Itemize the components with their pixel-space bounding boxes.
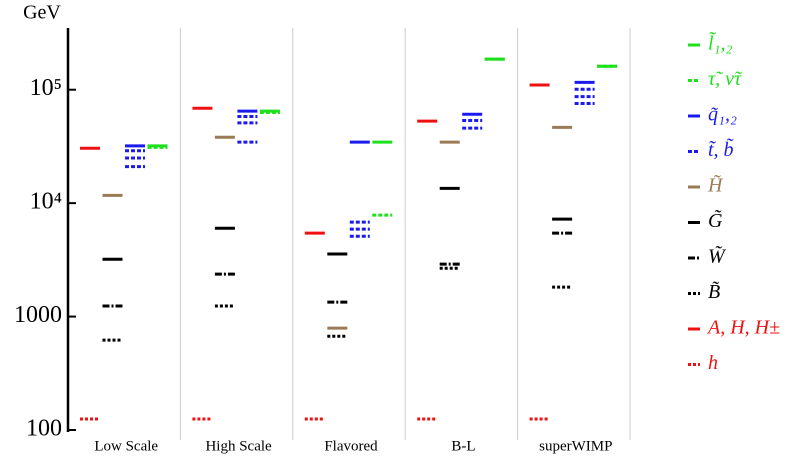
legend-label: B̃ — [708, 280, 720, 303]
y-tick-label: 1000 — [14, 302, 62, 328]
legend-label: H̃ — [707, 173, 724, 196]
y-axis-label: GeV — [23, 2, 61, 24]
y-tick-label: 10⁵ — [30, 75, 62, 101]
x-tick-label: superWIMP — [539, 438, 612, 454]
legend-label: A, H, H± — [706, 317, 780, 339]
y-tick-label: 10⁴ — [30, 189, 62, 215]
legend-label: t̃, b̃ — [708, 137, 734, 161]
legend-label: q̃₁,₂ — [708, 104, 737, 126]
legend-label: G̃ — [708, 209, 723, 232]
legend-label: τ̃, ν̃τ — [708, 68, 742, 90]
x-tick-label: Low Scale — [94, 438, 158, 454]
y-tick-label: 100 — [26, 416, 62, 442]
x-tick-label: Flavored — [324, 438, 378, 454]
x-tick-label: High Scale — [205, 438, 272, 454]
x-tick-label: B-L — [451, 438, 475, 454]
legend-label: h — [708, 352, 718, 374]
legend-label: l̃₁,₂ — [708, 31, 733, 55]
legend-label: W̃ — [708, 244, 727, 267]
